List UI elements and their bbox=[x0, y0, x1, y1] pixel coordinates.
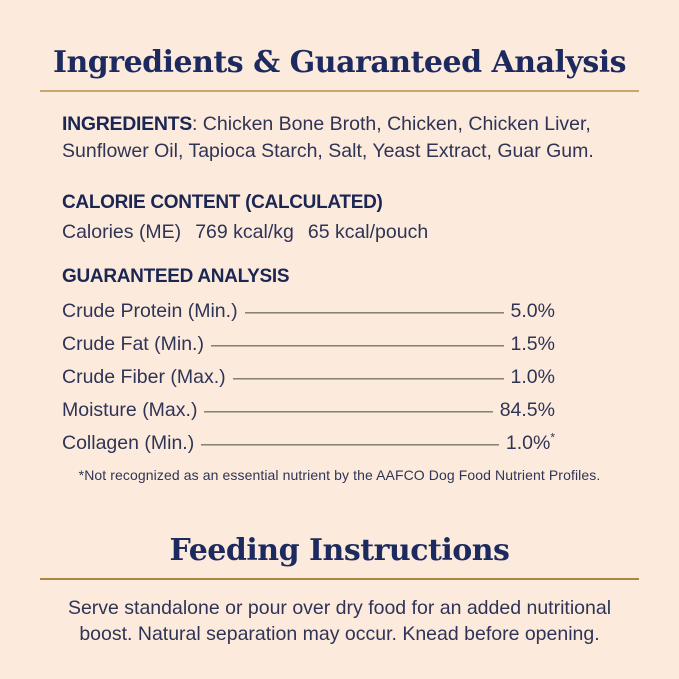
analysis-row: Moisture (Max.) 84.5% bbox=[62, 394, 555, 427]
footnote-asterisk: * bbox=[550, 430, 555, 445]
leader-line bbox=[244, 311, 504, 314]
analysis-row-label: Moisture (Max.) bbox=[62, 399, 198, 421]
leader-line bbox=[210, 344, 504, 347]
analysis-row-label: Crude Fiber (Max.) bbox=[62, 366, 226, 388]
analysis-row: Crude Fat (Min.) 1.5% bbox=[62, 328, 555, 361]
analysis-row-value: 84.5% bbox=[499, 399, 555, 421]
analysis-row: Crude Fiber (Max.) 1.0% bbox=[62, 361, 555, 394]
ingredients-analysis-content: INGREDIENTS: Chicken Bone Broth, Chicken… bbox=[0, 111, 679, 460]
analysis-row-value: 1.0% bbox=[510, 366, 555, 388]
calorie-per-kg-value: 769 kcal/kg bbox=[195, 221, 294, 243]
leader-line bbox=[232, 377, 504, 380]
gold-divider-top bbox=[40, 90, 639, 92]
analysis-row-value: 5.0% bbox=[510, 300, 555, 322]
feeding-instructions-title: Feeding Instructions bbox=[169, 533, 510, 568]
gold-divider-bottom bbox=[40, 578, 639, 580]
leader-line bbox=[201, 443, 499, 446]
analysis-row-label: Collagen (Min.) bbox=[62, 432, 195, 454]
analysis-row-value: 1.5% bbox=[510, 333, 555, 355]
calorie-per-pouch-value: 65 kcal/pouch bbox=[307, 221, 429, 243]
analysis-row-label: Crude Fat (Min.) bbox=[62, 333, 204, 355]
analysis-row: Collagen (Min.) 1.0%* bbox=[62, 427, 555, 460]
analysis-row-label: Crude Protein (Min.) bbox=[62, 300, 238, 322]
aafco-footnote: *Not recognized as an essential nutrient… bbox=[78, 467, 601, 483]
calorie-values-line: Calories (ME) 769 kcal/kg 65 kcal/pouch bbox=[62, 219, 617, 245]
guaranteed-analysis-table: Crude Protein (Min.) 5.0% Crude Fat (Min.)… bbox=[62, 295, 555, 460]
calorie-content-heading: CALORIE CONTENT (CALCULATED) bbox=[62, 192, 383, 213]
feeding-instructions-body: Serve standalone or pour over dry food f… bbox=[67, 597, 612, 645]
calorie-me-label: Calories (ME) bbox=[62, 221, 182, 243]
ingredients-paragraph: INGREDIENTS: Chicken Bone Broth, Chicken… bbox=[62, 111, 617, 165]
guaranteed-analysis-heading: GUARANTEED ANALYSIS bbox=[62, 266, 290, 287]
ingredients-list-text: : Chicken Bone Broth, Chicken, Chicken L… bbox=[62, 113, 594, 162]
analysis-row: Crude Protein (Min.) 5.0% bbox=[62, 295, 555, 328]
ingredients-analysis-title: Ingredients & Guaranteed Analysis bbox=[52, 45, 627, 80]
ingredients-label: INGREDIENTS bbox=[62, 113, 192, 135]
analysis-row-value: 1.0%* bbox=[505, 430, 555, 455]
leader-line bbox=[204, 410, 493, 413]
